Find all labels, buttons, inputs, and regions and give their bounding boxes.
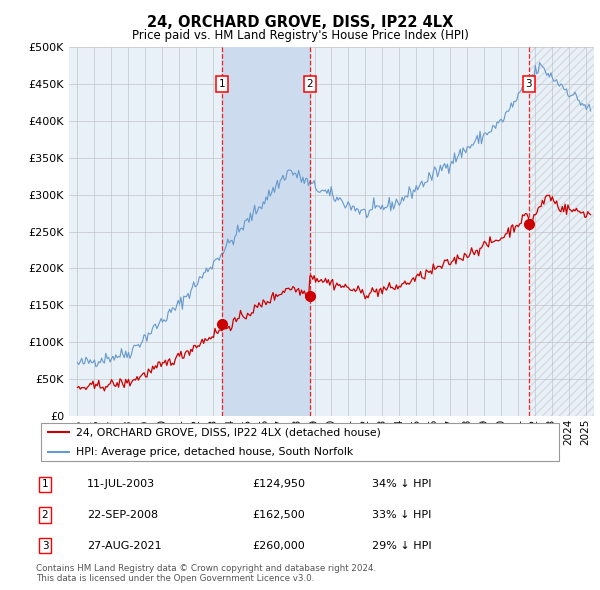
- Text: 2: 2: [307, 79, 313, 89]
- Text: £260,000: £260,000: [252, 541, 305, 550]
- Text: 1: 1: [41, 480, 49, 489]
- Text: 24, ORCHARD GROVE, DISS, IP22 4LX (detached house): 24, ORCHARD GROVE, DISS, IP22 4LX (detac…: [76, 427, 380, 437]
- Bar: [529, 47, 594, 416]
- Text: HPI: Average price, detached house, South Norfolk: HPI: Average price, detached house, Sout…: [76, 447, 353, 457]
- Text: 27-AUG-2021: 27-AUG-2021: [87, 541, 161, 550]
- Text: 33% ↓ HPI: 33% ↓ HPI: [372, 510, 431, 520]
- Text: 3: 3: [526, 79, 532, 89]
- Text: 1: 1: [218, 79, 225, 89]
- Text: 24, ORCHARD GROVE, DISS, IP22 4LX: 24, ORCHARD GROVE, DISS, IP22 4LX: [147, 15, 453, 30]
- FancyBboxPatch shape: [41, 423, 559, 461]
- Text: 3: 3: [41, 541, 49, 550]
- Text: 29% ↓ HPI: 29% ↓ HPI: [372, 541, 431, 550]
- Text: £124,950: £124,950: [252, 480, 305, 489]
- Text: £162,500: £162,500: [252, 510, 305, 520]
- Bar: [222, 47, 310, 416]
- Text: 34% ↓ HPI: 34% ↓ HPI: [372, 480, 431, 489]
- Text: 11-JUL-2003: 11-JUL-2003: [87, 480, 155, 489]
- Text: 22-SEP-2008: 22-SEP-2008: [87, 510, 158, 520]
- Text: Contains HM Land Registry data © Crown copyright and database right 2024.
This d: Contains HM Land Registry data © Crown c…: [36, 564, 376, 584]
- Text: Price paid vs. HM Land Registry's House Price Index (HPI): Price paid vs. HM Land Registry's House …: [131, 30, 469, 42]
- Text: 2: 2: [41, 510, 49, 520]
